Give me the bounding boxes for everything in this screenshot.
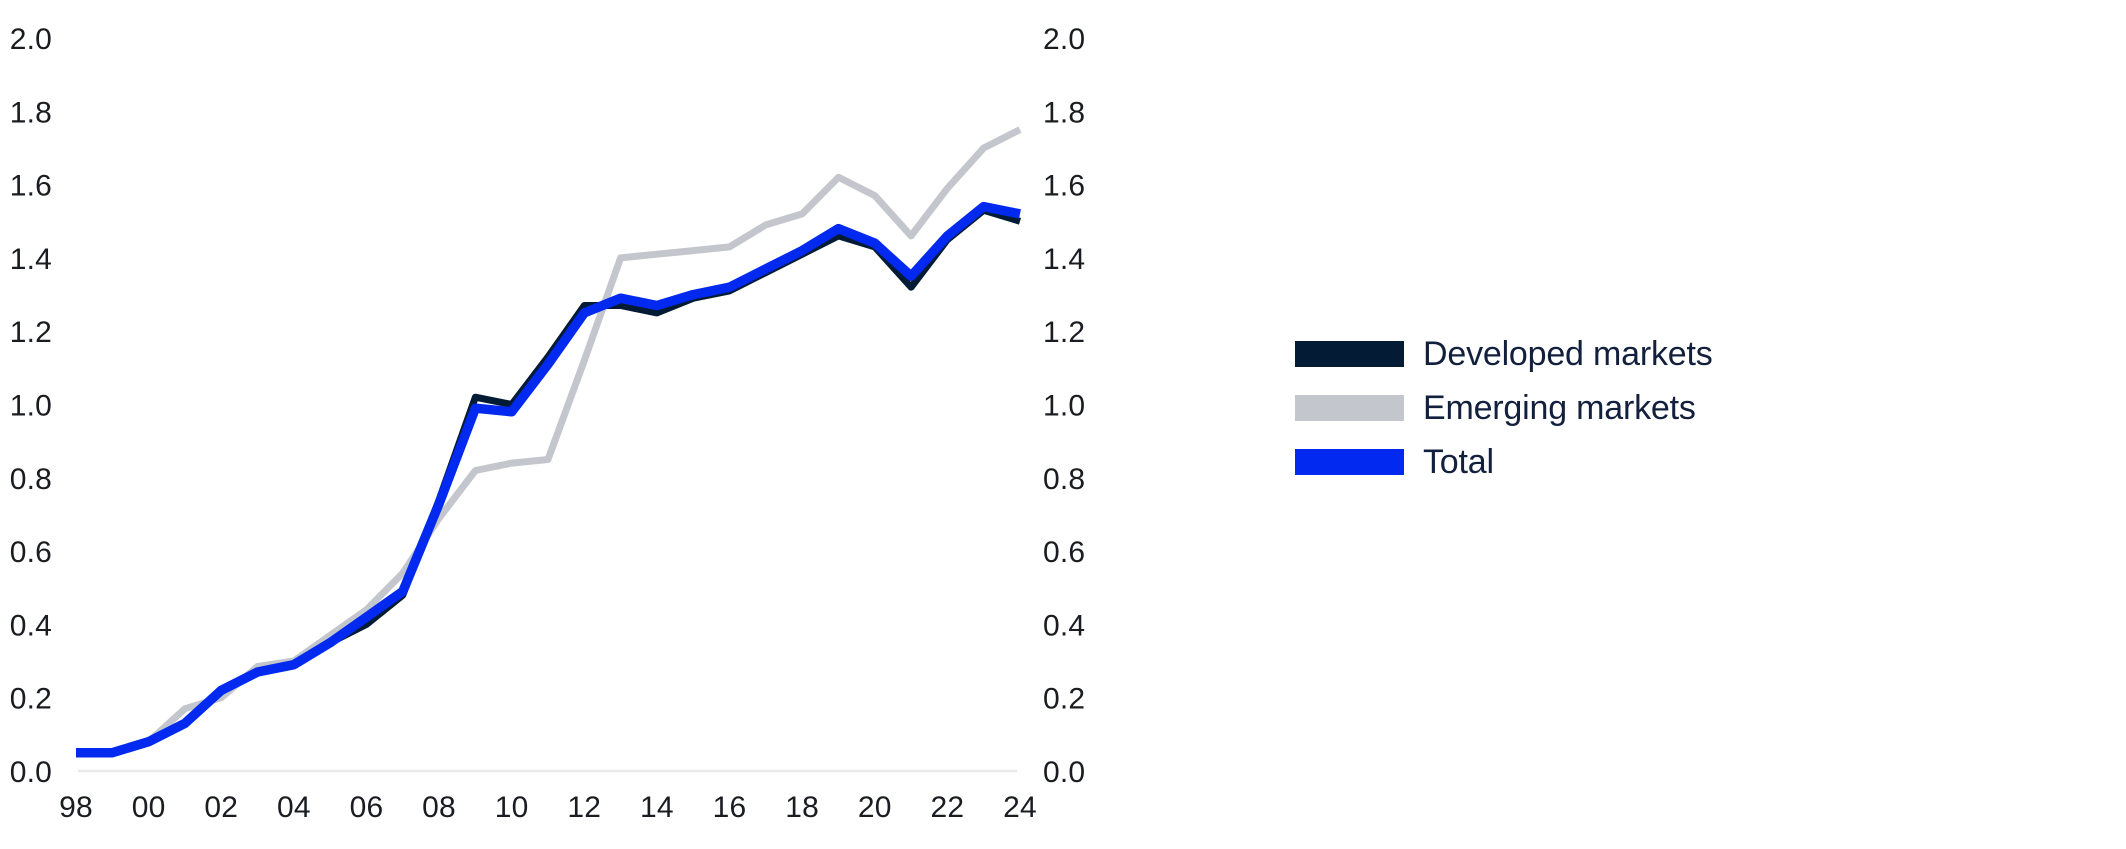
y-tick-label-right-0.4: 0.4 bbox=[1043, 609, 1085, 642]
y-tick-label-left-0.0: 0.0 bbox=[10, 756, 52, 789]
legend-swatch-developed-markets-icon bbox=[1295, 341, 1404, 367]
x-tick-label-22: 22 bbox=[930, 791, 964, 824]
x-tick-label-14: 14 bbox=[640, 791, 674, 824]
x-tick-label-98: 98 bbox=[59, 791, 93, 824]
chart-legend: Developed markets Emerging markets Total bbox=[1295, 337, 1713, 503]
y-tick-label-right-1.2: 1.2 bbox=[1043, 316, 1085, 349]
y-tick-label-right-2.0: 2.0 bbox=[1043, 23, 1085, 56]
x-tick-label-08: 08 bbox=[422, 791, 456, 824]
y-tick-label-right-0.0: 0.0 bbox=[1043, 756, 1085, 789]
legend-swatch-total-icon bbox=[1295, 449, 1404, 475]
legend-label-developed-markets: Developed markets bbox=[1423, 335, 1713, 373]
legend-label-emerging-markets: Emerging markets bbox=[1423, 389, 1696, 427]
y-tick-label-right-1.6: 1.6 bbox=[1043, 170, 1085, 203]
y-tick-label-right-1.8: 1.8 bbox=[1043, 96, 1085, 129]
y-tick-label-left-0.4: 0.4 bbox=[10, 609, 52, 642]
x-tick-label-24: 24 bbox=[1003, 791, 1037, 824]
x-tick-label-06: 06 bbox=[350, 791, 384, 824]
x-tick-label-00: 00 bbox=[132, 791, 166, 824]
y-tick-label-left-1.8: 1.8 bbox=[10, 96, 52, 129]
series-line-developed-markets bbox=[76, 206, 1022, 757]
x-tick-label-16: 16 bbox=[713, 791, 747, 824]
x-tick-label-04: 04 bbox=[277, 791, 311, 824]
y-tick-label-left-0.2: 0.2 bbox=[10, 683, 52, 716]
y-tick-label-left-0.6: 0.6 bbox=[10, 536, 52, 569]
x-tick-label-18: 18 bbox=[785, 791, 819, 824]
y-tick-label-right-0.2: 0.2 bbox=[1043, 683, 1085, 716]
series-line-emerging-markets bbox=[76, 126, 1022, 757]
legend-item-emerging-markets: Emerging markets bbox=[1295, 391, 1713, 425]
y-tick-label-left-1.0: 1.0 bbox=[10, 390, 52, 423]
y-tick-label-left-1.2: 1.2 bbox=[10, 316, 52, 349]
x-tick-label-10: 10 bbox=[495, 791, 529, 824]
y-tick-label-right-1.0: 1.0 bbox=[1043, 390, 1085, 423]
y-tick-label-left-1.6: 1.6 bbox=[10, 170, 52, 203]
y-tick-label-left-1.4: 1.4 bbox=[10, 243, 52, 276]
series-line-total bbox=[76, 201, 1021, 758]
y-tick-label-right-1.4: 1.4 bbox=[1043, 243, 1085, 276]
y-tick-label-left-0.8: 0.8 bbox=[10, 463, 52, 496]
x-tick-label-12: 12 bbox=[567, 791, 601, 824]
legend-item-developed-markets: Developed markets bbox=[1295, 337, 1713, 371]
legend-swatch-emerging-markets-icon bbox=[1295, 395, 1404, 421]
y-tick-label-right-0.6: 0.6 bbox=[1043, 536, 1085, 569]
legend-item-total: Total bbox=[1295, 445, 1713, 479]
y-tick-label-right-0.8: 0.8 bbox=[1043, 463, 1085, 496]
x-tick-label-20: 20 bbox=[858, 791, 892, 824]
y-tick-label-left-2.0: 2.0 bbox=[10, 23, 52, 56]
x-tick-label-02: 02 bbox=[204, 791, 238, 824]
legend-label-total: Total bbox=[1423, 443, 1494, 481]
